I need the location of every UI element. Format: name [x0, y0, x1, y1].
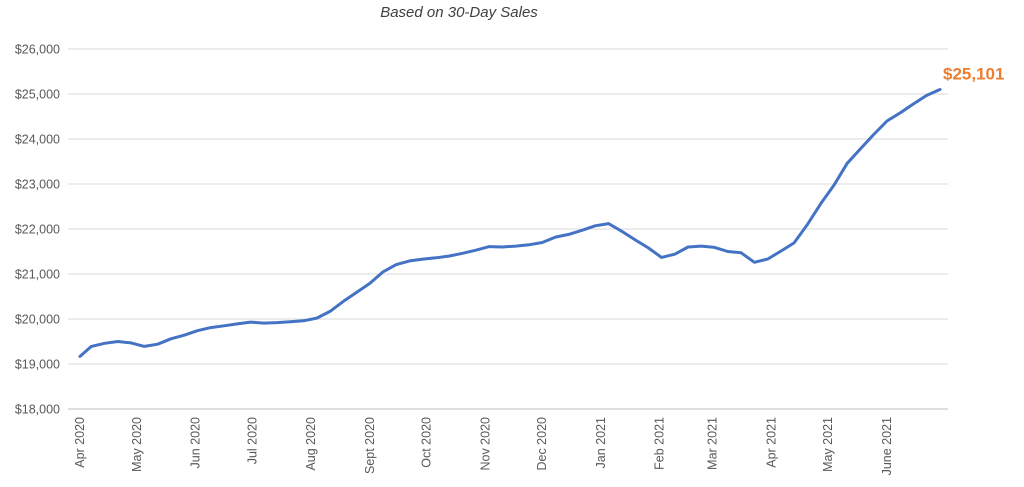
x-tick-label: Dec 2020: [535, 417, 549, 471]
gridlines: [68, 48, 948, 410]
x-tick-label: Apr 2020: [73, 417, 87, 468]
x-tick-label: Jul 2020: [245, 417, 259, 464]
x-tick-label: May 2021: [821, 417, 835, 472]
y-tick-label: $21,000: [15, 268, 60, 282]
x-tick-label: Apr 2021: [764, 417, 778, 468]
end-value-label: $25,101: [943, 64, 1004, 83]
y-axis-tick-labels: $18,000 $19,000 $20,000 $21,000 $22,000 $23,0…: [15, 43, 60, 417]
y-tick-label: $25,000: [15, 88, 60, 102]
x-tick-label: Aug 2020: [304, 417, 318, 471]
x-tick-label: Sept 2020: [363, 417, 377, 474]
y-tick-label: $19,000: [15, 358, 60, 372]
x-axis-tick-labels: Apr 2020 May 2020 Jun 2020 Jul 2020 Aug 2020…: [73, 417, 894, 475]
x-tick-label: May 2020: [130, 417, 144, 472]
x-tick-label: Oct 2020: [420, 417, 434, 468]
y-tick-label: $20,000: [15, 313, 60, 327]
x-tick-label: June 2021: [880, 417, 894, 475]
series-lines: [78, 88, 942, 358]
y-tick-label: $24,000: [15, 133, 60, 147]
x-tick-label: Nov 2020: [478, 417, 492, 471]
x-tick-label: Mar 2021: [706, 417, 720, 470]
x-tick-label: Jun 2020: [189, 417, 203, 468]
y-tick-label: $26,000: [15, 43, 60, 57]
y-tick-label: $18,000: [15, 403, 60, 417]
y-tick-label: $23,000: [15, 178, 60, 192]
x-tick-label: Jan 2021: [594, 417, 608, 468]
y-tick-label: $22,000: [15, 223, 60, 237]
chart-subtitle: Based on 30-Day Sales: [380, 4, 538, 21]
series-line: [78, 88, 942, 358]
data-labels: $25,101: [943, 64, 1004, 83]
x-tick-label: Feb 2021: [653, 417, 667, 470]
